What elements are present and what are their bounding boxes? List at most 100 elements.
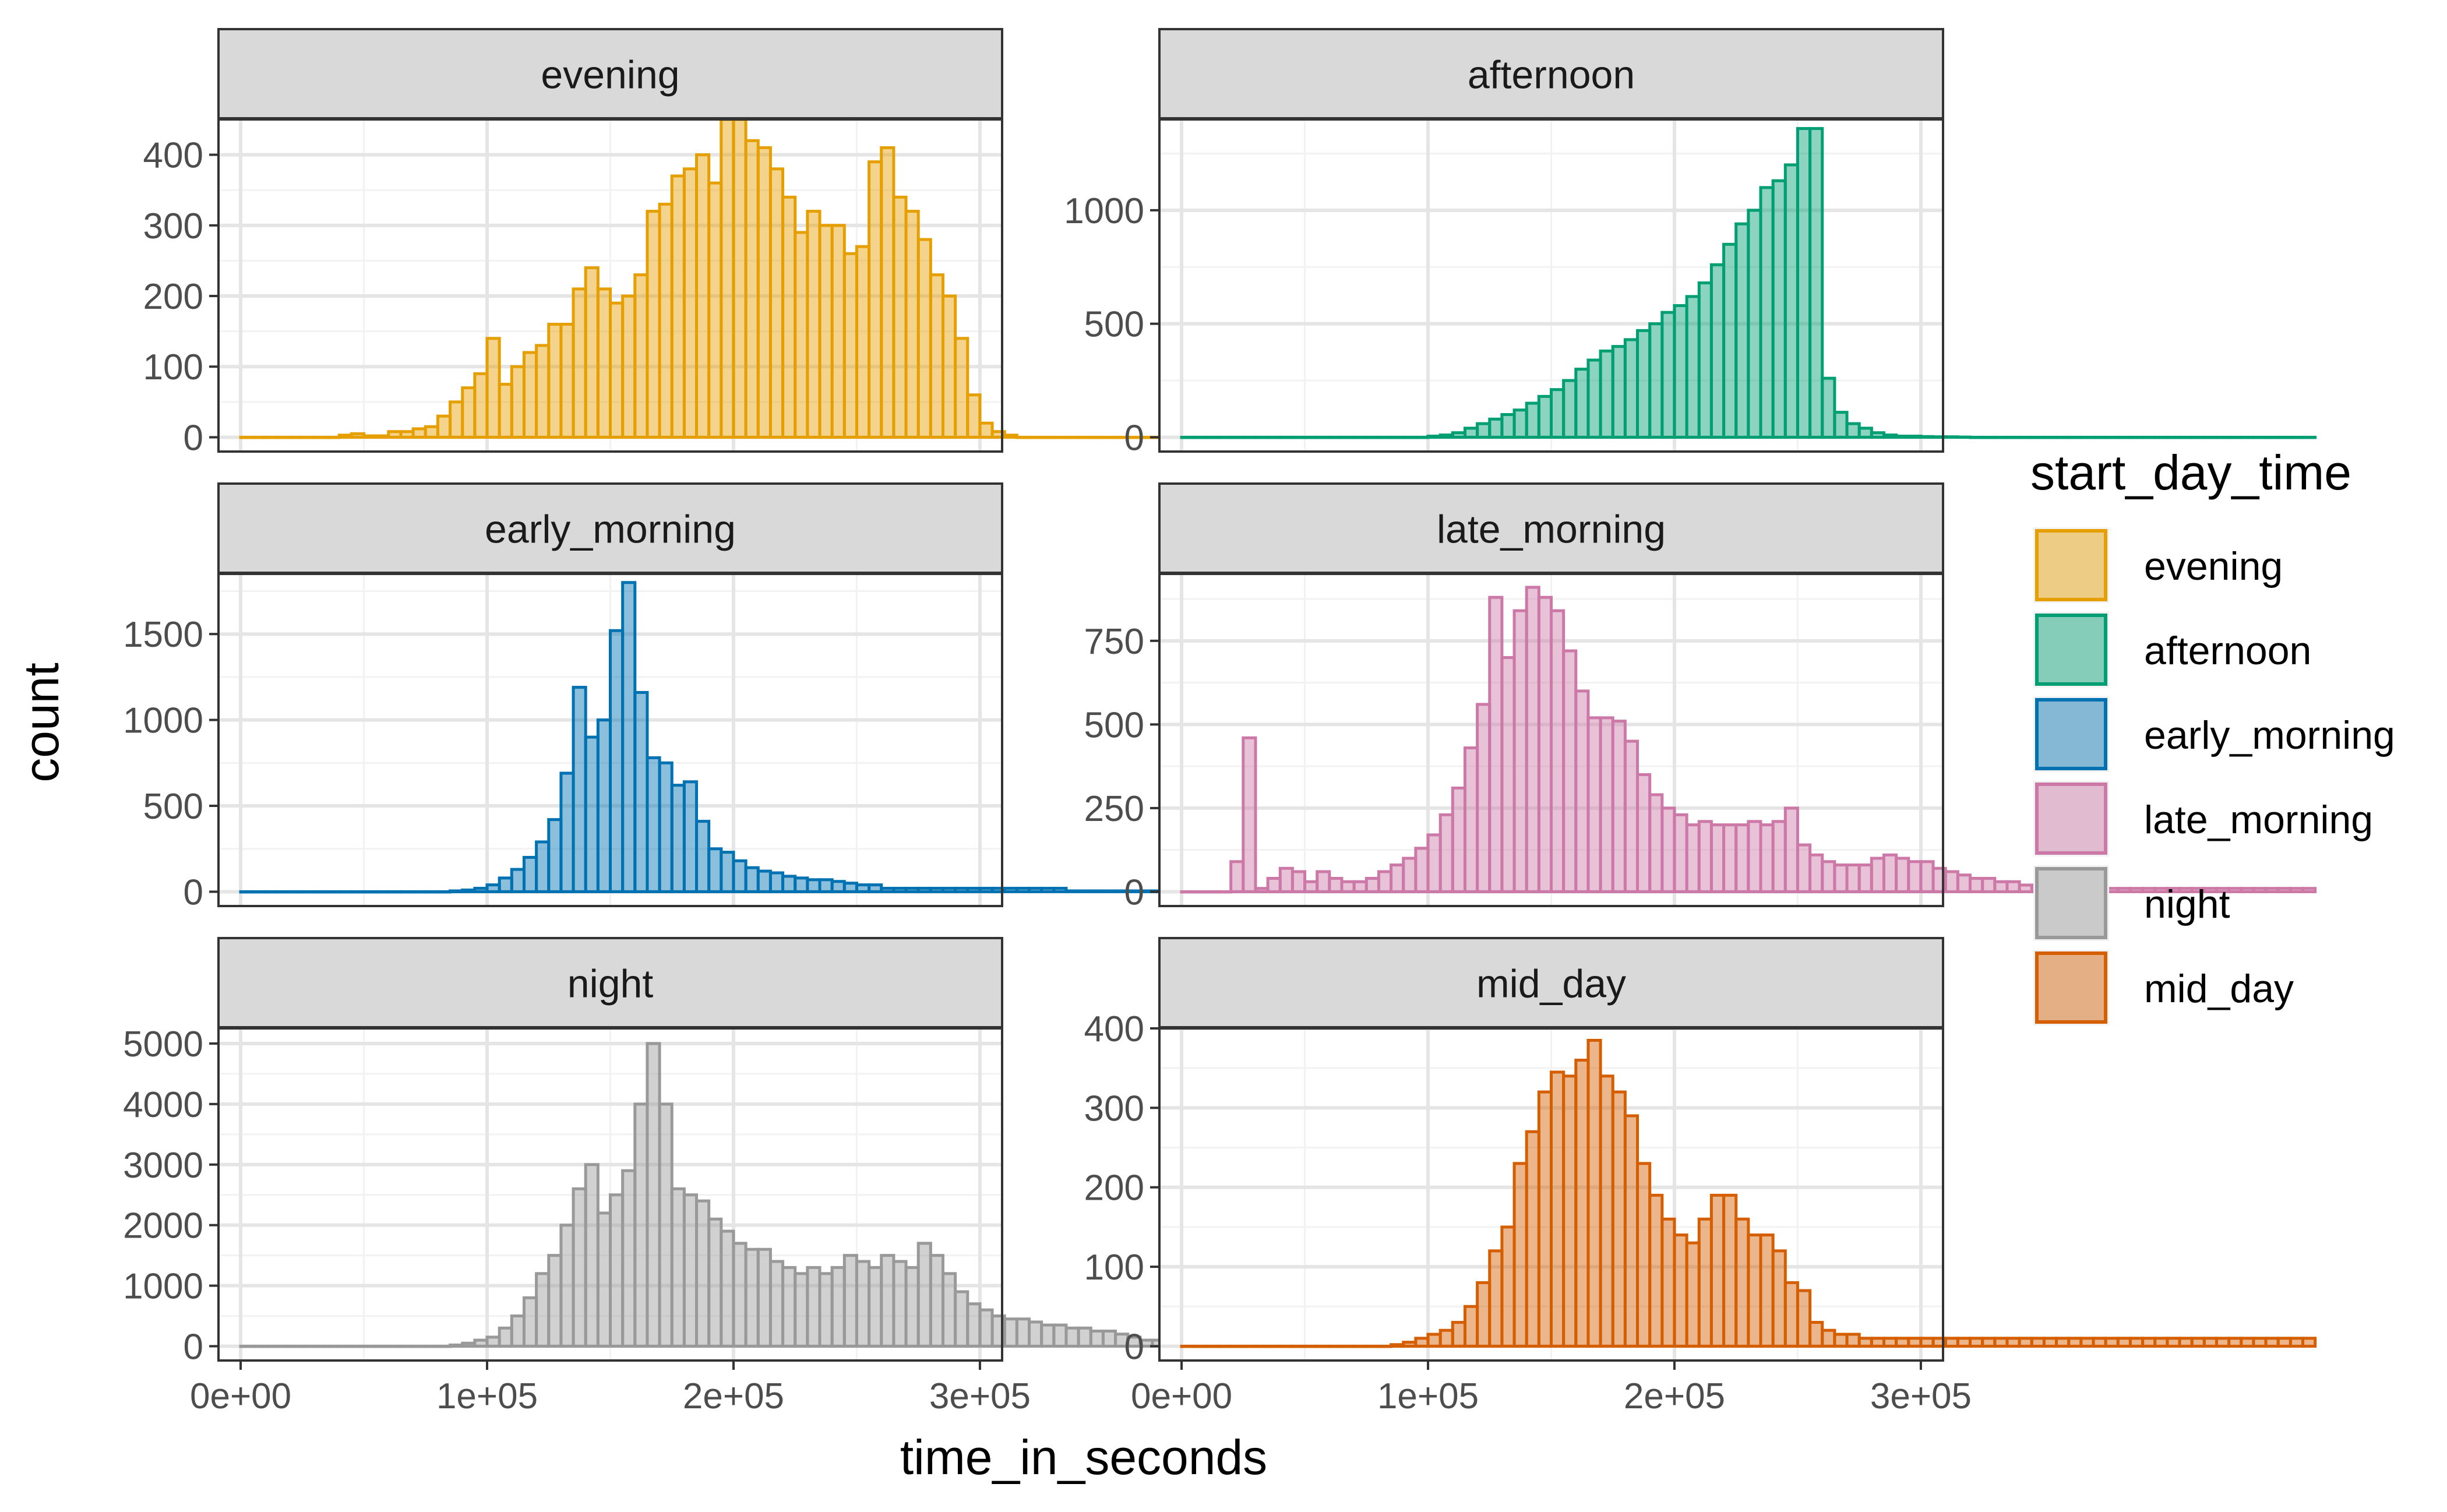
histogram-bar xyxy=(2190,435,2206,439)
histogram-bar xyxy=(485,883,501,893)
histogram-bar xyxy=(1771,820,1787,893)
histogram-bar xyxy=(1722,823,1738,893)
y-tick-label: 500 xyxy=(143,787,203,827)
x-tick-label: 1e+05 xyxy=(436,1376,538,1416)
histogram-bar xyxy=(1833,1333,1849,1348)
histogram-bar xyxy=(954,337,969,439)
histogram-bars xyxy=(1180,127,2317,439)
y-tick-label: 0 xyxy=(1124,418,1144,458)
histogram-bar xyxy=(1747,209,1762,439)
histogram-bar xyxy=(1500,413,1516,439)
y-tick-label: 300 xyxy=(1084,1088,1144,1129)
histogram-bar xyxy=(1488,417,1504,439)
histogram-bar xyxy=(1771,179,1787,439)
histogram-bar xyxy=(535,344,551,439)
histogram-bar xyxy=(547,323,563,439)
histogram-bar xyxy=(2104,435,2120,439)
legend-title: start_day_time xyxy=(2030,445,2351,500)
histogram-bar xyxy=(892,195,908,439)
histogram-bar xyxy=(1040,887,1056,893)
histogram-bar xyxy=(1488,1249,1504,1348)
histogram-bar xyxy=(1217,435,1233,439)
histogram-bar xyxy=(1537,1090,1553,1348)
histogram-bar xyxy=(1077,435,1092,439)
facet-panel-mid-day: mid_day 0 100 200 300 400 0e+00 1e+05 2e+05 3e+05 xyxy=(1084,937,2317,1416)
histogram-bar xyxy=(830,1266,846,1348)
histogram-bar xyxy=(1709,1193,1726,1348)
histogram-bar xyxy=(2202,1337,2218,1348)
histogram-bar xyxy=(2190,1337,2206,1348)
histogram-bar xyxy=(1101,1329,1117,1348)
histogram-bar xyxy=(1340,880,1356,893)
histogram-bar xyxy=(1463,427,1479,439)
histogram-bar xyxy=(1956,435,1972,439)
histogram-bar xyxy=(2079,1337,2095,1348)
histogram-bar xyxy=(485,1335,501,1348)
histogram-bar xyxy=(658,1102,674,1348)
histogram-bar xyxy=(1808,127,1824,439)
histogram-bar xyxy=(1204,890,1221,894)
histogram-bar xyxy=(670,784,686,893)
histogram-bar xyxy=(510,868,526,893)
histogram-bar xyxy=(411,427,427,439)
histogram-bar xyxy=(929,1254,944,1348)
histogram-bar xyxy=(1636,1162,1652,1348)
histogram-bar xyxy=(781,1266,797,1348)
histogram-bar xyxy=(1697,820,1713,893)
histogram-bar xyxy=(449,400,464,439)
histogram-bar xyxy=(559,1224,575,1348)
legend-key-background xyxy=(2033,781,2109,857)
histogram-bar xyxy=(1660,1217,1676,1348)
histogram-bar xyxy=(362,1344,378,1348)
histogram-bar xyxy=(510,365,526,439)
histogram-bar xyxy=(1821,1328,1836,1348)
y-axis-title: count xyxy=(14,662,69,783)
histogram-bar xyxy=(362,434,378,439)
y-tick-label: 400 xyxy=(1084,1009,1144,1049)
histogram-bar xyxy=(1217,890,1233,894)
histogram-bar xyxy=(2276,435,2292,439)
y-tick-label: 300 xyxy=(143,206,203,246)
histogram-bar xyxy=(1064,435,1080,439)
histogram-bar xyxy=(954,1290,969,1348)
histogram-bar xyxy=(1623,338,1639,439)
histogram-bar xyxy=(695,1199,711,1348)
histogram-bar xyxy=(1291,1344,1307,1348)
histogram-bar xyxy=(1500,1225,1516,1348)
legend-item-late-morning: late_morning xyxy=(2033,781,2373,857)
legend-key-background xyxy=(2033,696,2109,772)
histogram-bar xyxy=(2018,435,2033,439)
histogram-bar xyxy=(978,421,994,439)
histogram-bar xyxy=(1586,358,1602,439)
histogram-bar xyxy=(744,866,760,893)
histogram-bar xyxy=(904,887,920,893)
histogram-bar xyxy=(818,224,834,439)
histogram-bar xyxy=(1028,887,1043,893)
histogram-bar xyxy=(880,887,895,893)
histogram-bar xyxy=(1377,870,1393,893)
facet-strip-label: mid_day xyxy=(1476,962,1626,1006)
histogram-bar xyxy=(868,883,883,893)
histogram-bar xyxy=(424,1344,439,1348)
histogram-bar xyxy=(1254,435,1270,439)
histogram-bar xyxy=(436,890,452,894)
histogram-bar xyxy=(609,301,625,439)
histogram-bar xyxy=(1562,379,1578,439)
y-tick-label: 0 xyxy=(184,1327,203,1367)
histogram-bar xyxy=(1574,689,1590,893)
histogram-bar xyxy=(1993,435,2009,439)
histogram-bar xyxy=(621,581,637,893)
histogram-bar xyxy=(2202,435,2218,439)
histogram-bar xyxy=(2116,435,2132,439)
histogram-bar xyxy=(1451,1321,1466,1348)
histogram-bar xyxy=(621,1169,637,1348)
histogram-bar xyxy=(1390,864,1405,893)
histogram-bar xyxy=(941,887,957,893)
histogram-bar xyxy=(1870,1337,1885,1348)
histogram-bar xyxy=(276,435,292,439)
histogram-bar xyxy=(1402,857,1418,893)
histogram-bar xyxy=(584,735,600,893)
histogram-bar xyxy=(2166,1337,2181,1348)
histogram-bar xyxy=(522,1296,538,1348)
histogram-bar xyxy=(1426,435,1442,439)
